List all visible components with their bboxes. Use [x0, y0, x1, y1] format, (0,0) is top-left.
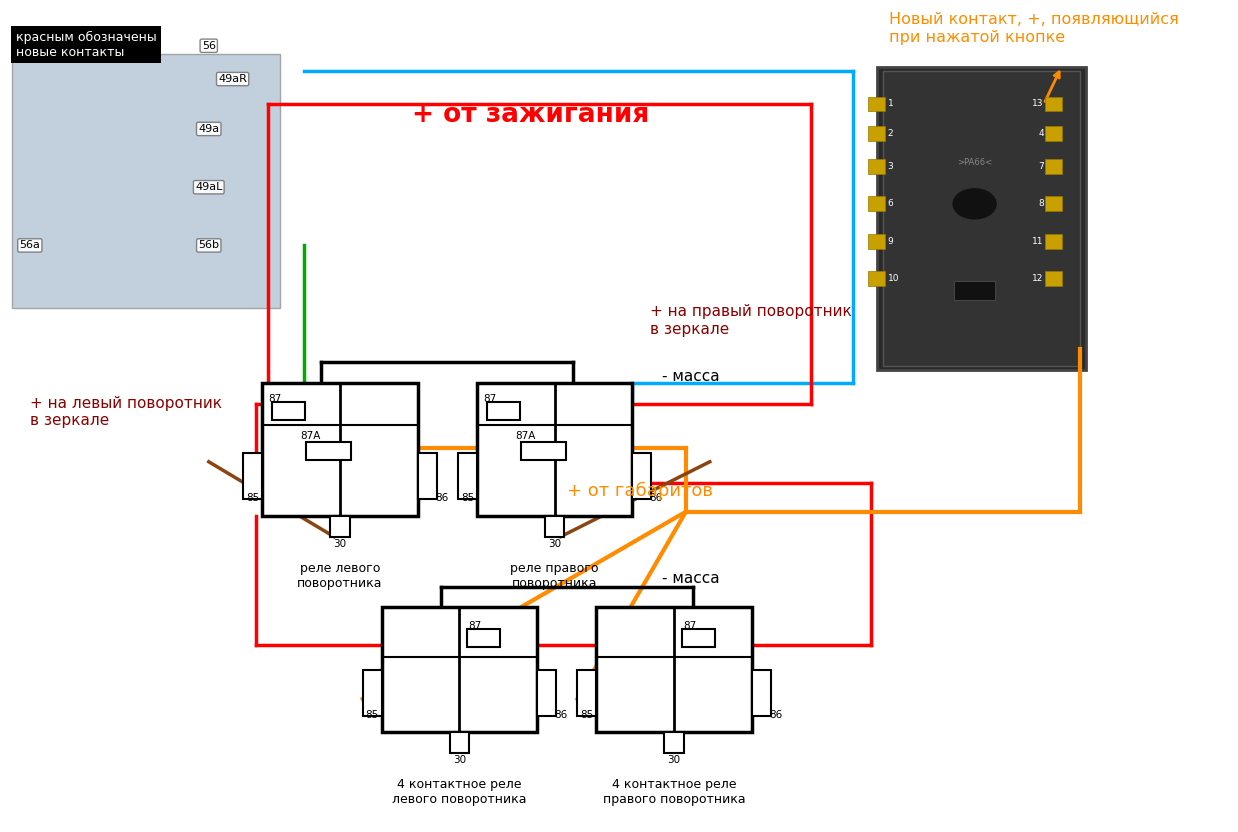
Text: 56: 56: [202, 41, 215, 51]
Text: >PA66<: >PA66<: [957, 158, 992, 166]
Text: 2: 2: [888, 129, 893, 137]
Bar: [417, 453, 437, 499]
Text: реле левого
поворотника: реле левого поворотника: [297, 562, 383, 590]
Text: 56b: 56b: [198, 240, 219, 250]
Bar: [682, 629, 716, 647]
Bar: [458, 453, 477, 499]
Text: 13: 13: [1032, 100, 1044, 108]
Text: 85: 85: [365, 710, 379, 720]
Text: 49aR: 49aR: [218, 74, 248, 84]
Text: 8: 8: [1037, 200, 1044, 208]
Text: 87: 87: [483, 394, 496, 404]
Text: 86: 86: [650, 493, 662, 503]
Bar: [1045, 159, 1062, 174]
Bar: [1045, 271, 1062, 286]
Text: 3: 3: [888, 162, 894, 171]
Text: 87: 87: [683, 621, 697, 631]
Bar: [306, 442, 352, 460]
Text: 9: 9: [888, 237, 894, 245]
Bar: [665, 732, 683, 753]
Text: + от зажигания: + от зажигания: [411, 102, 649, 128]
Bar: [1045, 196, 1062, 211]
Text: 30: 30: [77, 41, 90, 51]
Text: красным обозначены
новые контакты: красным обозначены новые контакты: [16, 31, 156, 59]
Text: 86: 86: [435, 493, 448, 503]
Bar: [877, 67, 1086, 370]
Text: 87A: 87A: [301, 431, 321, 441]
Text: 87: 87: [468, 621, 482, 631]
Text: 30: 30: [453, 755, 465, 765]
Text: 85: 85: [581, 710, 593, 720]
Bar: [597, 607, 751, 732]
Text: 85: 85: [461, 493, 474, 503]
Bar: [449, 732, 469, 753]
Bar: [545, 516, 565, 537]
Bar: [244, 453, 262, 499]
Bar: [868, 271, 885, 286]
Bar: [363, 670, 381, 716]
Circle shape: [953, 189, 997, 219]
Bar: [1045, 97, 1062, 111]
Bar: [537, 670, 556, 716]
Text: 4 контактное реле
левого поворотника: 4 контактное реле левого поворотника: [392, 778, 526, 806]
Text: Новый контакт, +, появляющийся
при нажатой кнопке: Новый контакт, +, появляющийся при нажат…: [889, 12, 1179, 45]
Text: + на правый поворотник
в зеркале: + на правый поворотник в зеркале: [650, 305, 852, 336]
Text: + от габаритов: + от габаритов: [567, 482, 713, 500]
Text: 86: 86: [555, 710, 567, 720]
Text: 49a: 49a: [198, 124, 219, 134]
Bar: [381, 607, 537, 732]
Text: + на левый поворотник
в зеркале: + на левый поворотник в зеркале: [30, 396, 222, 428]
Text: 10: 10: [888, 275, 899, 283]
Bar: [868, 196, 885, 211]
Bar: [12, 54, 280, 308]
Bar: [487, 402, 520, 420]
Text: 4: 4: [1039, 129, 1044, 137]
Text: 1: 1: [888, 100, 894, 108]
Text: - масса: - масса: [662, 571, 719, 586]
Bar: [883, 71, 1080, 366]
Text: 87: 87: [269, 394, 282, 404]
Bar: [954, 281, 995, 300]
Text: 4 контактное реле
правого поворотника: 4 контактное реле правого поворотника: [603, 778, 745, 806]
Text: 87A: 87A: [515, 431, 536, 441]
Text: 30: 30: [548, 539, 561, 549]
Bar: [521, 442, 566, 460]
Text: 86: 86: [769, 710, 782, 720]
Text: 85: 85: [246, 493, 260, 503]
Bar: [331, 516, 349, 537]
Bar: [577, 670, 597, 716]
Bar: [1045, 126, 1062, 141]
Text: 30: 30: [333, 539, 347, 549]
Text: 30: 30: [667, 755, 681, 765]
Text: 7: 7: [1037, 162, 1044, 171]
Text: 6: 6: [888, 200, 894, 208]
Bar: [868, 234, 885, 249]
Text: 56a: 56a: [20, 240, 41, 250]
Bar: [467, 629, 500, 647]
Bar: [1045, 234, 1062, 249]
Text: реле правого
поворотника: реле правого поворотника: [510, 562, 599, 590]
Bar: [868, 126, 885, 141]
Text: 12: 12: [1032, 275, 1044, 283]
Bar: [868, 97, 885, 111]
Text: 11: 11: [1032, 237, 1044, 245]
Bar: [633, 453, 651, 499]
Bar: [262, 383, 417, 516]
Bar: [751, 670, 770, 716]
Text: - масса: - масса: [662, 369, 719, 384]
Bar: [868, 159, 885, 174]
Bar: [272, 402, 306, 420]
Bar: [477, 383, 633, 516]
Text: 49aL: 49aL: [196, 182, 223, 192]
